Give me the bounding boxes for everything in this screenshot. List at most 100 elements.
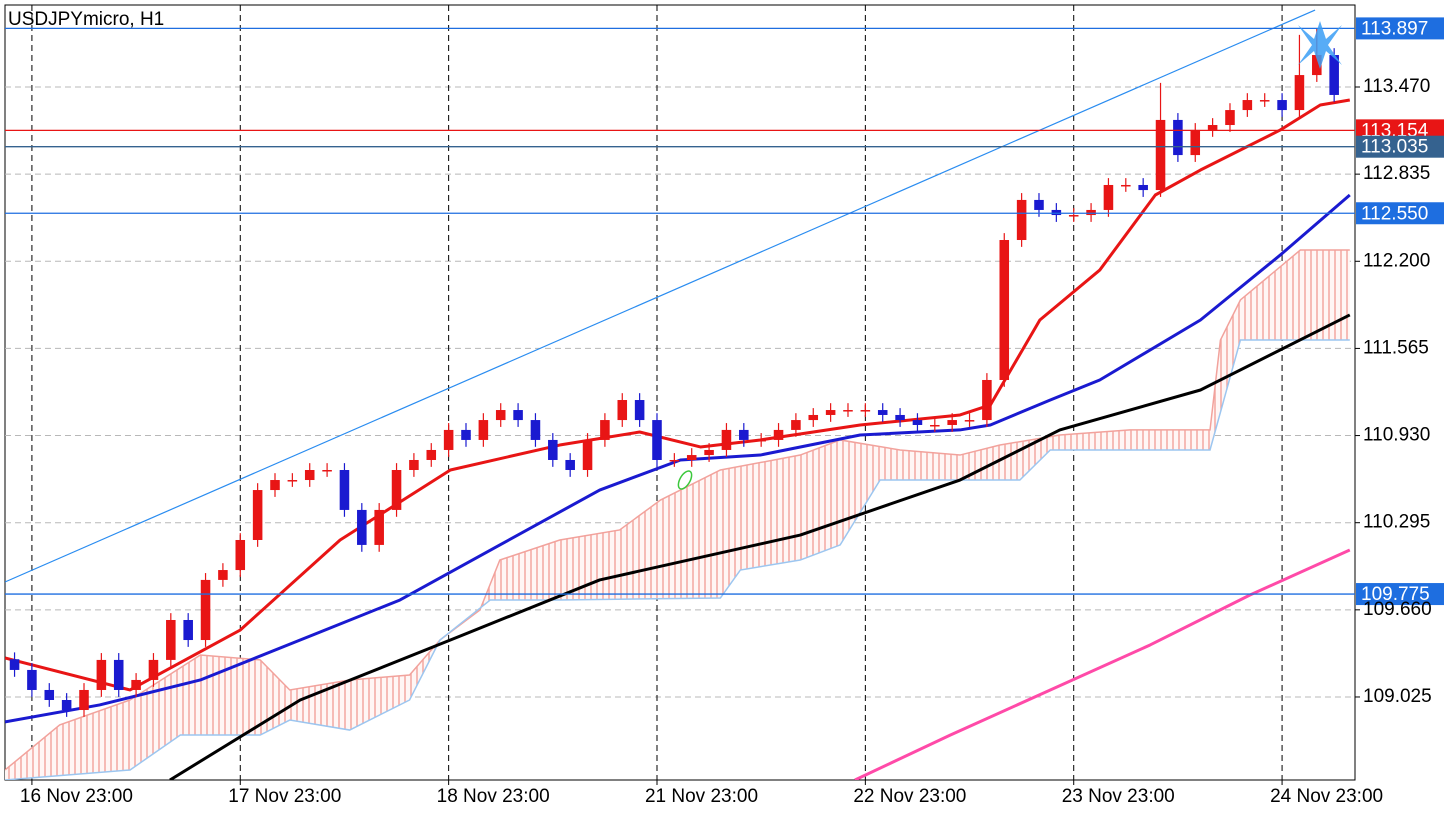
price-level-label: 113.035 (1361, 137, 1428, 158)
candle-body (877, 410, 888, 415)
candle-body (582, 439, 593, 471)
price-level-label: 109.775 (1361, 584, 1430, 605)
plot-frame (4, 4, 1356, 781)
candle-body (617, 400, 628, 421)
price-level-badge (1356, 583, 1444, 606)
candle-body (1068, 215, 1079, 217)
candle-body (357, 509, 367, 545)
candle-body (426, 449, 437, 460)
y-tick-label: 109.025 (1363, 686, 1432, 707)
cloud-fill (5, 250, 1350, 780)
candle-body (756, 439, 766, 442)
candle-body (773, 429, 784, 440)
candle-body (565, 459, 575, 471)
y-tick-label: 109.660 (1363, 599, 1432, 620)
candle-body (947, 420, 957, 425)
candle-body (999, 240, 1010, 380)
moving-average (5, 98, 1351, 692)
x-tick-label: 16 Nov 23:00 (20, 786, 133, 807)
candle-body (218, 570, 228, 580)
candle-body (1086, 209, 1096, 216)
trend-line (5, 9, 1316, 583)
y-tick-label: 111.565 (1363, 337, 1429, 358)
candle-body (982, 379, 992, 421)
candle-body (1207, 125, 1218, 130)
candle-body (1034, 199, 1044, 210)
candle-body (61, 699, 72, 711)
candle-body (495, 410, 506, 421)
candle-body (1242, 100, 1253, 111)
candle-body (739, 429, 749, 440)
x-tick-label: 17 Nov 23:00 (228, 786, 341, 807)
candle-body (686, 455, 697, 460)
candle-body (96, 659, 107, 690)
candle-body (791, 420, 801, 430)
price-level-badge (1356, 202, 1444, 225)
moving-average (5, 193, 1351, 724)
y-tick-label: 110.295 (1363, 512, 1430, 533)
signal-star (1298, 21, 1342, 69)
candle-body (860, 410, 871, 412)
candle-body (252, 490, 263, 540)
candle-body (721, 429, 732, 450)
x-tick-label: 23 Nov 23:00 (1062, 786, 1175, 807)
candle-body (600, 420, 610, 440)
y-tick-label: 110.930 (1363, 425, 1430, 446)
candle-body (461, 429, 471, 440)
candle-body (166, 619, 176, 660)
candle-body (1294, 75, 1305, 111)
candle-body (270, 480, 280, 491)
candle-body (1259, 100, 1270, 102)
x-tick-label: 24 Nov 23:00 (1270, 786, 1383, 807)
price-level-label: 113.897 (1361, 18, 1428, 39)
candle-body (1312, 55, 1322, 76)
candle-body (443, 429, 454, 450)
price-level-label: 112.550 (1361, 203, 1428, 224)
candle-body (652, 420, 662, 460)
candle-body (1329, 55, 1339, 95)
x-tick-label: 18 Nov 23:00 (437, 786, 550, 807)
candle-body (930, 424, 940, 427)
candle-body (1155, 119, 1166, 191)
y-tick-label: 113.470 (1363, 76, 1430, 97)
pattern-marker (677, 470, 693, 490)
candle-body (374, 509, 384, 545)
candle-body (912, 420, 923, 425)
x-tick-label: 22 Nov 23:00 (853, 786, 966, 807)
candle-body (9, 659, 20, 670)
cloud-span-a (5, 249, 1350, 771)
candle-body (79, 689, 89, 711)
candle-body (1277, 100, 1287, 111)
candle-body (1016, 199, 1027, 241)
candle-body (322, 470, 332, 472)
candle-body (183, 619, 193, 641)
candle-body (1173, 119, 1183, 156)
chart-title: USDJPYmicro, H1 (8, 9, 164, 30)
moving-average (854, 548, 1351, 780)
price-level-badge (1356, 135, 1444, 158)
y-tick-label: 112.200 (1363, 250, 1430, 271)
candle-body (1225, 110, 1235, 126)
candle-body (964, 420, 975, 422)
candle-body (704, 449, 714, 456)
candle-body (304, 470, 315, 481)
candle-body (548, 439, 558, 460)
candle-body (669, 459, 680, 462)
candle-body (634, 400, 645, 421)
candle-body (808, 414, 819, 421)
candle-body (1051, 209, 1062, 216)
candle-body (113, 659, 124, 690)
candle-body (1190, 129, 1201, 156)
candle-body (1138, 184, 1148, 191)
candle-body (131, 679, 141, 690)
candle-body (1121, 184, 1131, 187)
candle-body (895, 414, 905, 421)
candle-body (44, 689, 55, 700)
candle-body (339, 470, 350, 510)
candle-body (235, 539, 246, 571)
cloud-span-b (5, 339, 1350, 780)
candle-body (287, 480, 298, 482)
moving-average (169, 313, 1351, 780)
candle-body (148, 659, 159, 680)
